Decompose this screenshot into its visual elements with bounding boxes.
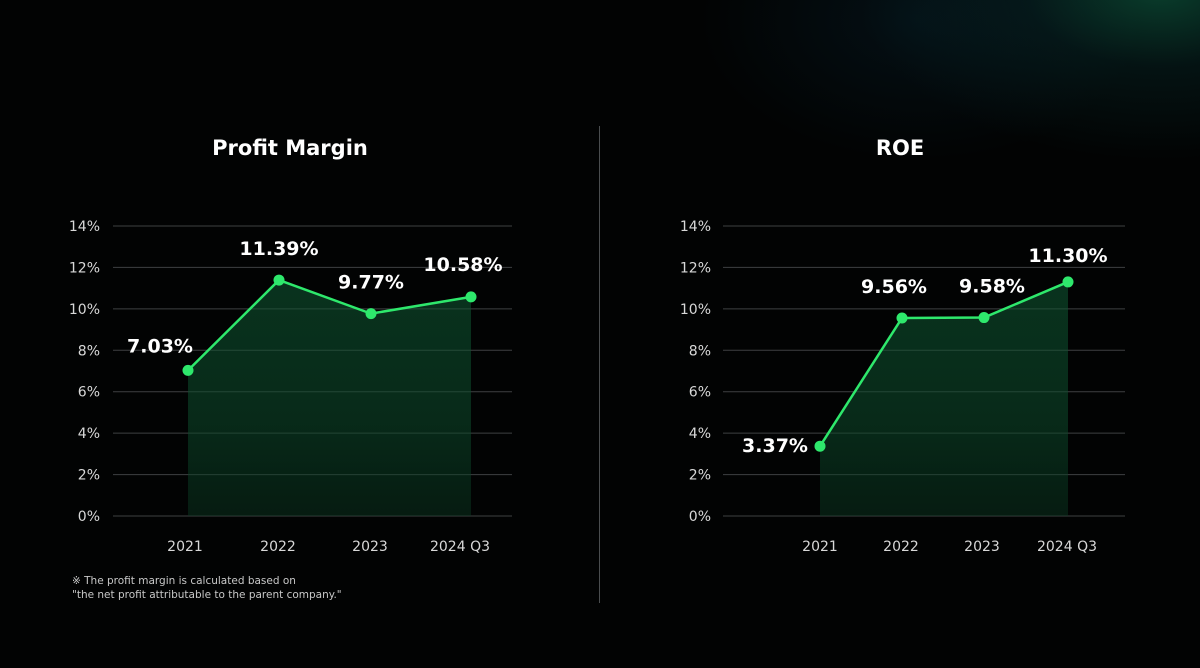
y-tick-label: 10% (69, 302, 100, 318)
x-tick-label: 2022 (260, 539, 296, 555)
data-point (1062, 276, 1074, 288)
y-tick-label: 6% (689, 385, 711, 401)
data-point (465, 291, 477, 303)
y-tick-label: 8% (78, 343, 100, 359)
data-label: 9.58% (959, 276, 1025, 298)
series-line (186, 278, 473, 372)
y-tick-label: 8% (689, 343, 711, 359)
x-tick-label: 2024 Q3 (430, 539, 490, 555)
y-tick-label: 0% (689, 509, 711, 525)
data-label: 10.58% (423, 254, 502, 276)
data-label: 9.56% (861, 276, 927, 298)
y-tick-label: 12% (680, 260, 711, 276)
y-tick-label: 14% (69, 219, 100, 235)
footnote-line-2: "the net profit attributable to the pare… (72, 589, 342, 601)
y-tick-label: 6% (78, 385, 100, 401)
y-tick-label: 14% (680, 219, 711, 235)
profit-margin-chart: 0% 2% 4% 6% 8% 10% 12% 14% 7.03% 11.39% 9.77% 10.58… (69, 219, 512, 555)
panel-divider (599, 126, 600, 603)
y-tick-label: 12% (69, 260, 100, 276)
x-tick-label: 2023 (964, 539, 1000, 555)
x-tick-label: 2022 (883, 539, 919, 555)
series-line (818, 280, 1070, 448)
data-point (896, 312, 908, 324)
y-tick-label: 4% (689, 426, 711, 442)
y-tick-label: 0% (78, 509, 100, 525)
data-label: 11.39% (239, 238, 318, 260)
x-tick-label: 2021 (802, 539, 838, 555)
y-tick-label: 10% (680, 302, 711, 318)
data-point (978, 312, 990, 324)
area-fill (188, 280, 471, 516)
data-label: 9.77% (338, 272, 404, 294)
y-tick-label: 2% (689, 468, 711, 484)
data-point (814, 440, 826, 452)
footnote-line-1: ※ The profit margin is calculated based … (72, 575, 296, 587)
y-tick-label: 2% (78, 468, 100, 484)
data-label: 7.03% (127, 335, 193, 357)
y-tick-label: 4% (78, 426, 100, 442)
data-label: 11.30% (1028, 245, 1107, 267)
data-label: 3.37% (742, 435, 808, 457)
data-point (365, 308, 377, 320)
x-tick-label: 2023 (352, 539, 388, 555)
roe-title: ROE (875, 136, 925, 160)
area-fill (820, 281, 1068, 516)
data-point (182, 364, 194, 376)
profit-margin-title: Profit Margin (212, 136, 368, 160)
data-point (273, 274, 285, 286)
x-tick-label: 2021 (167, 539, 203, 555)
x-tick-label: 2024 Q3 (1037, 539, 1097, 555)
